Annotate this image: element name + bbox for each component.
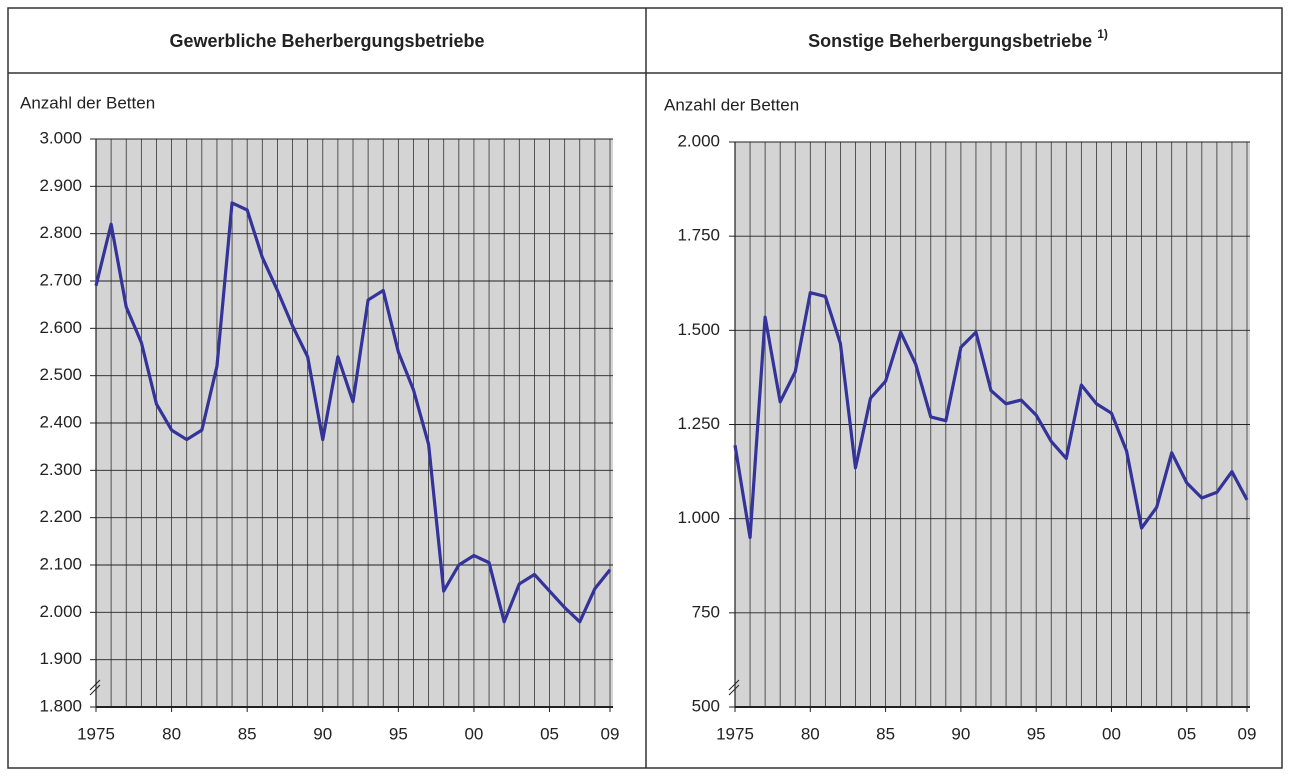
y-tick-label: 2.300 xyxy=(39,460,82,479)
data-line xyxy=(733,291,1249,540)
title-superscript: 1) xyxy=(1097,27,1108,41)
y-tick-label: 1.500 xyxy=(677,320,720,339)
x-tick-label: 09 xyxy=(1238,724,1257,743)
y-tick-label: 1.000 xyxy=(677,508,720,527)
y-tick-label: 3.000 xyxy=(39,128,82,147)
y-tick-label: 1.250 xyxy=(677,414,720,433)
y-tick-label: 2.600 xyxy=(39,318,82,337)
x-tick-label: 85 xyxy=(876,724,895,743)
y-tick-label: 2.800 xyxy=(39,223,82,242)
y-tick-label: 1.750 xyxy=(677,226,720,245)
y-tick-label: 2.100 xyxy=(39,554,82,573)
x-tick-label: 80 xyxy=(162,724,181,743)
y-tick-label: 2.700 xyxy=(39,270,82,289)
x-tick-label: 95 xyxy=(389,724,408,743)
x-tick-label: 1975 xyxy=(716,724,754,743)
y-tick-label: 1.900 xyxy=(39,649,82,668)
x-tick-label: 09 xyxy=(601,724,620,743)
x-tick-label: 95 xyxy=(1027,724,1046,743)
y-tick-label: 2.400 xyxy=(39,412,82,431)
chart-title: Gewerbliche Beherbergungsbetriebe xyxy=(169,31,484,51)
x-tick-label: 80 xyxy=(801,724,820,743)
title-text: Sonstige Beherbergungsbetriebe xyxy=(808,31,1092,51)
x-tick-label: 1975 xyxy=(77,724,115,743)
x-tick-label: 00 xyxy=(464,724,483,743)
y-tick-label: 750 xyxy=(692,602,720,621)
x-tick-label: 05 xyxy=(1177,724,1196,743)
chart-title: Sonstige Beherbergungsbetriebe 1) xyxy=(808,27,1108,51)
y-tick-label: 1.800 xyxy=(39,696,82,715)
y-axis-label: Anzahl der Betten xyxy=(20,93,155,112)
y-axis-label: Anzahl der Betten xyxy=(664,95,799,114)
x-tick-label: 85 xyxy=(238,724,257,743)
y-tick-label: 2.500 xyxy=(39,365,82,384)
data-line xyxy=(94,201,612,624)
y-tick-label: 2.200 xyxy=(39,507,82,526)
y-tick-label: 2.000 xyxy=(677,131,720,150)
y-tick-label: 500 xyxy=(692,696,720,715)
axis-break xyxy=(89,679,101,696)
x-tick-label: 90 xyxy=(313,724,332,743)
axis-break xyxy=(728,679,740,696)
x-tick-label: 05 xyxy=(540,724,559,743)
frame xyxy=(7,7,1283,769)
y-tick-label: 2.900 xyxy=(39,176,82,195)
x-tick-label: 00 xyxy=(1102,724,1121,743)
y-tick-label: 2.000 xyxy=(39,602,82,621)
x-tick-label: 90 xyxy=(951,724,970,743)
